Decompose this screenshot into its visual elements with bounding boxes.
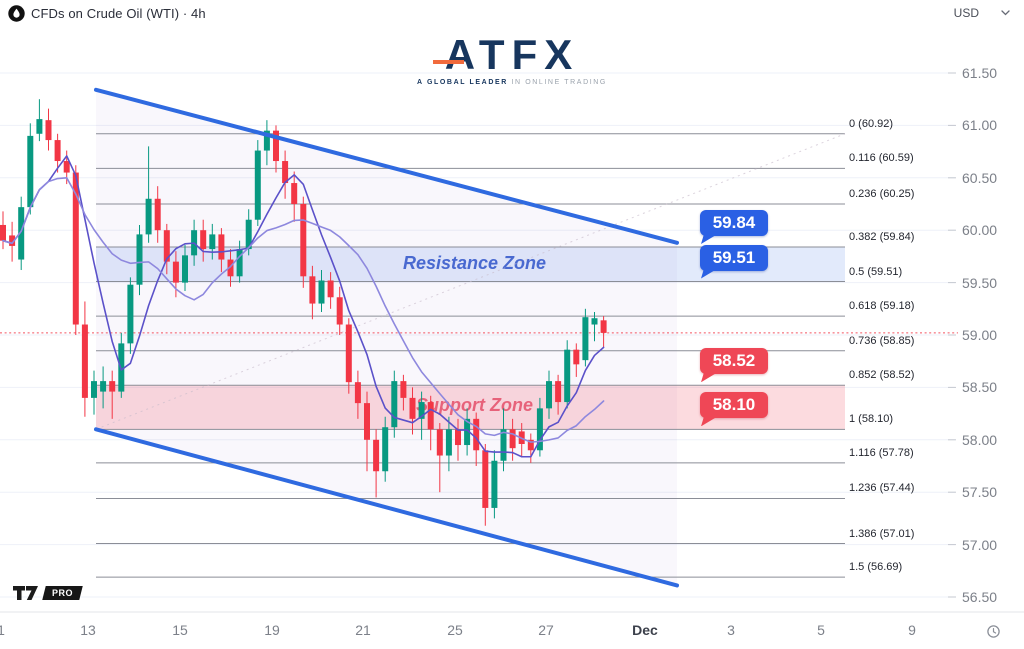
resistance-zone-label: Resistance Zone	[403, 253, 546, 274]
price-callout-58.10: 58.10	[700, 392, 768, 419]
price-axis-tick: 60.50	[962, 169, 998, 186]
fib-level-label: 1.5 (56.69)	[849, 561, 903, 574]
pro-badge[interactable]: PRO	[42, 586, 83, 600]
fib-level-label: 0.236 (60.25)	[849, 188, 915, 200]
time-axis-tick: 3	[727, 622, 735, 638]
fib-level-label: 1.386 (57.01)	[849, 527, 915, 540]
price-callout-59.51: 59.51	[700, 244, 768, 271]
chevron-down-icon	[1001, 10, 1010, 16]
time-axis-tick: 21	[355, 622, 371, 638]
price-axis-tick: 57.00	[962, 536, 998, 553]
atfx-orange-dash	[432, 60, 464, 64]
price-callout-59.84: 59.84	[700, 209, 768, 236]
fib-level-label: 1.236 (57.44)	[849, 482, 915, 495]
price-axis-tick: 60.00	[962, 222, 998, 239]
atfx-tagline: A GLOBAL LEADER IN ONLINE TRADING	[417, 79, 607, 86]
tradingview-watermark[interactable]: PRO	[12, 584, 83, 602]
price-callout-58.52: 58.52	[700, 348, 768, 375]
atfx-wordmark: ATFX	[432, 34, 580, 76]
fib-level-label: 0.618 (59.18)	[849, 300, 915, 313]
fib-level-label: 1 (58.10)	[849, 413, 894, 426]
fib-level-label: 0.5 (59.51)	[849, 265, 903, 278]
time-axis-tick: 27	[538, 622, 554, 638]
symbol-title: CFDs on Crude Oil (WTI) · 4h	[31, 6, 206, 21]
fib-level-label: 1.116 (57.78)	[849, 446, 914, 459]
currency-value: USD	[953, 6, 979, 20]
oil-drop-icon	[8, 5, 25, 22]
price-axis-tick: 56.50	[962, 589, 998, 605]
fib-level-label: 0.736 (58.85)	[849, 334, 915, 347]
atfx-logo: ATFX A GLOBAL LEADER IN ONLINE TRADING	[417, 34, 607, 87]
time-axis-tick: 9	[908, 622, 916, 638]
time-axis-tick: 13	[80, 622, 96, 638]
time-axis-tick: 5	[817, 622, 825, 638]
time-axis-tick: 25	[447, 622, 463, 638]
price-axis-tick: 59.50	[962, 274, 998, 291]
fib-level-label: 0.852 (58.52)	[849, 369, 915, 382]
price-axis-tick: 61.00	[962, 117, 998, 134]
timezone-clock-icon[interactable]	[986, 624, 1001, 639]
fib-level-label: 0.382 (59.84)	[849, 230, 915, 243]
price-axis-tick: 57.50	[962, 484, 998, 501]
price-axis-tick: 58.00	[962, 431, 998, 448]
currency-selector[interactable]: USD	[954, 6, 1010, 20]
price-axis-tick: 61.50	[962, 65, 998, 81]
price-axis-tick: 59.00	[962, 327, 998, 343]
tradingview-logo-icon	[13, 586, 38, 600]
fib-level-label: 0 (60.92)	[849, 117, 894, 130]
time-axis-tick: 15	[172, 622, 188, 638]
time-axis-tick: Dec	[632, 622, 658, 638]
symbol-header: CFDs on Crude Oil (WTI) · 4h	[8, 5, 206, 22]
time-axis-tick: 1	[0, 622, 5, 638]
time-axis-tick: 19	[264, 622, 280, 638]
fib-level-label: 0.116 (60.59)	[849, 152, 914, 165]
price-axis-tick: 58.50	[962, 379, 998, 396]
